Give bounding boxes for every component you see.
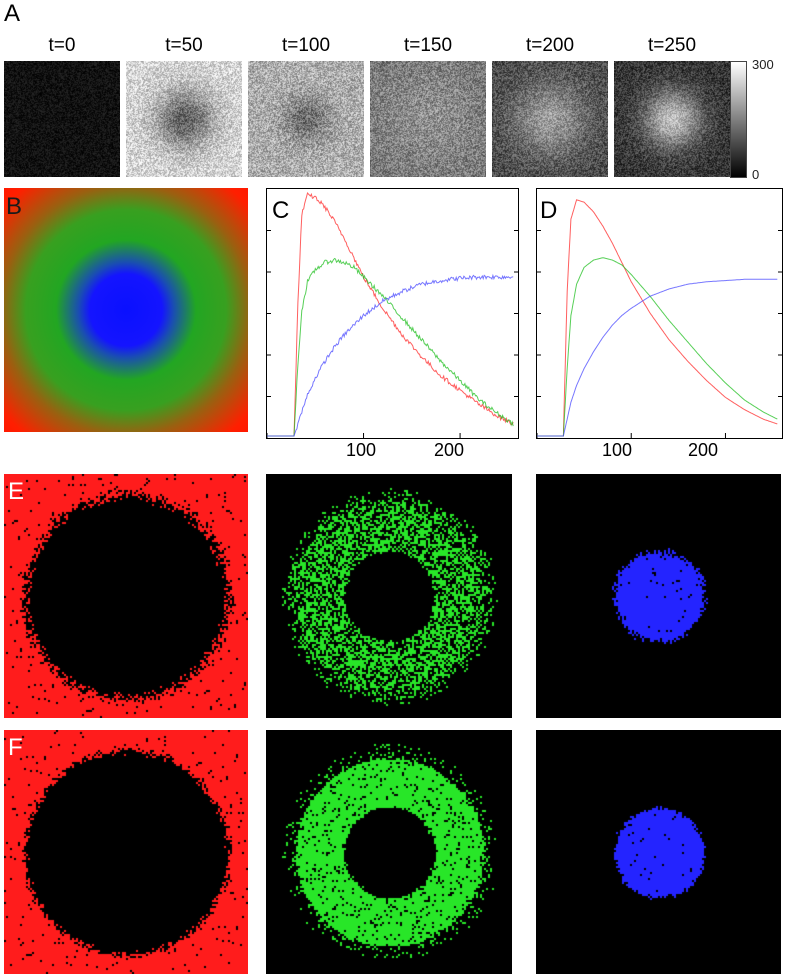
panel-f-red-cells [4,730,248,974]
svg-d-series-2 [537,278,778,437]
panel-f-blue-cells [536,730,781,974]
time-label-1: t=50 [165,35,203,56]
panel-label-f: F [8,734,23,761]
colorbar [730,61,747,178]
panel-label-d: D [540,197,558,224]
panel-e-green-cells [266,474,512,718]
colorbar-min-label: 0 [752,167,760,182]
plot-d [536,188,783,439]
panel-label-e: E [8,478,25,505]
svg-d-series-1 [537,257,778,437]
panel-label-c: C [272,197,290,224]
svg-c-series-1 [267,257,514,437]
plot-c-xtick-100: 100 [346,440,377,460]
panel-label-b: B [6,193,23,220]
plot-d-svg [537,199,782,438]
time-label-4: t=200 [525,35,575,56]
plot-d-xtick-200: 200 [688,440,719,460]
fluorescence-tile-t250 [614,61,730,177]
svg-c-series-0 [267,191,514,437]
panel-e-red-cells [4,474,248,718]
panel-f-green-cells [266,730,512,974]
plot-c-svg [267,191,518,438]
panel-label-a: A [4,0,21,27]
plot-c-xtick-200: 200 [434,440,465,460]
fluorescence-tile-t150 [370,61,486,177]
time-label-3: t=150 [403,35,453,56]
time-label-5: t=250 [647,35,697,56]
fluorescence-tile-t100 [248,61,364,177]
fluorescence-tile-t50 [126,61,242,177]
svg-c-series-2 [267,273,514,437]
time-label-2: t=100 [281,35,331,56]
time-label-0: t=0 [48,35,76,56]
spatial-zone-map [4,188,248,432]
panel-e-blue-cells [536,474,781,718]
svg-d-series-0 [537,199,778,437]
plot-d-xtick-100: 100 [602,440,633,460]
fluorescence-tile-t200 [492,61,608,177]
fluorescence-tile-t0 [4,61,120,177]
colorbar-max-label: 300 [752,57,774,72]
plot-c [266,188,519,439]
